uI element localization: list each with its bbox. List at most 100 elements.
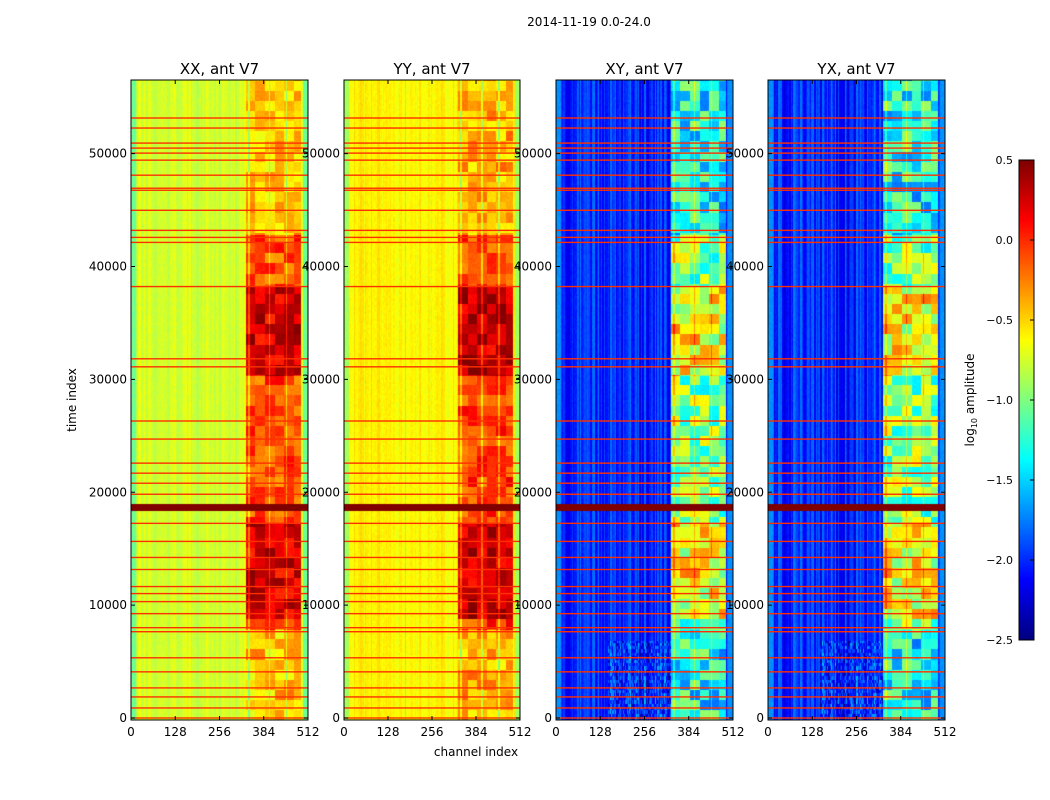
flagged-row-line [131, 420, 308, 422]
flagged-row-line [556, 187, 733, 189]
flagged-row-line [344, 493, 520, 495]
flagged-row-line [768, 462, 945, 464]
y-tick-label: 10000 [514, 598, 552, 612]
flagged-row-line [344, 420, 520, 422]
colorbar-tick-label: −1.0 [986, 394, 1013, 407]
flagged-row-line [131, 438, 308, 440]
flagged-row-line [768, 420, 945, 422]
y-tick-label: 50000 [726, 147, 764, 161]
flagged-row-line [131, 152, 308, 154]
flagged-row-line [556, 540, 733, 543]
flagged-row-line [131, 472, 308, 474]
y-tick-label: 50000 [514, 147, 552, 161]
flagged-row-line [768, 657, 945, 659]
flagged-row-line [556, 420, 733, 422]
colorbar [1019, 160, 1034, 640]
y-tick-label: 50000 [302, 147, 340, 161]
flagged-row-line [768, 556, 945, 559]
y-tick-label: 40000 [726, 260, 764, 274]
flagged-row-line [344, 626, 520, 629]
flagged-row-line [344, 631, 520, 633]
flagged-row-line [768, 585, 945, 588]
panel-title: XY, ant V7 [605, 60, 683, 78]
flagged-row-line [131, 358, 308, 360]
flagged-row-line [768, 540, 945, 543]
flagged-row-line [556, 174, 733, 176]
flagged-row-line [768, 174, 945, 176]
flagged-row-line [556, 209, 733, 212]
flagged-row-line [131, 127, 308, 129]
flagged-row-line [131, 540, 308, 543]
flagged-row-line [556, 707, 733, 709]
x-tick-label: 512 [934, 725, 957, 739]
flagged-row-line [344, 152, 520, 154]
y-tick-label: 20000 [514, 485, 552, 499]
x-tick-label: 0 [764, 725, 772, 739]
flagged-row-line [344, 585, 520, 588]
flagged-row-line [344, 472, 520, 474]
flagged-row-line [556, 696, 733, 698]
flagged-row-line [556, 229, 733, 232]
flagged-row-line [556, 472, 733, 474]
flagged-row-line [556, 236, 733, 239]
x-tick-label: 512 [509, 725, 532, 739]
flagged-row-line [556, 358, 733, 360]
colorbar-label-rest: amplitude [963, 354, 977, 418]
flagged-row-line [131, 187, 308, 189]
flagged-row-line [131, 236, 308, 239]
flagged-row-line [768, 187, 945, 189]
flagged-row-line [768, 285, 945, 288]
flagged-row-line [131, 585, 308, 588]
flagged-row-line [556, 626, 733, 629]
flagged-row-line [556, 600, 733, 603]
x-tick-label: 384 [889, 725, 912, 739]
flagged-row-line [556, 631, 733, 633]
flagged-row-line [131, 147, 308, 149]
flagged-row-line [556, 687, 733, 689]
flagged-row-line [556, 585, 733, 588]
flagged-row-line [344, 174, 520, 176]
x-tick-label: 256 [845, 725, 868, 739]
y-tick-label: 40000 [89, 260, 127, 274]
y-tick-label: 20000 [726, 485, 764, 499]
flagged-row-line [768, 358, 945, 360]
flagged-row-line [344, 522, 520, 525]
flagged-row-line [556, 462, 733, 464]
flagged-row-line [131, 462, 308, 464]
flagged-row-line [131, 556, 308, 559]
flagged-row-line [131, 687, 308, 689]
flagged-row-line [556, 241, 733, 244]
colorbar-tick-label: 0.0 [996, 234, 1014, 247]
flagged-row-line [344, 612, 520, 615]
flagged-row-line [344, 127, 520, 129]
flagged-row-line [556, 159, 733, 161]
y-tick-label: 10000 [89, 598, 127, 612]
flagged-row-line [131, 568, 308, 571]
flagged-row-line [556, 671, 733, 673]
y-axis-label: time index [65, 368, 79, 432]
flagged-row-line [344, 482, 520, 484]
flagged-row-line [556, 127, 733, 129]
flagged-row-line [344, 236, 520, 239]
flagged-row-line [131, 229, 308, 232]
flagged-row-line [131, 493, 308, 495]
flagged-row-line [131, 241, 308, 244]
x-tick-label: 128 [589, 725, 612, 739]
flagged-row-line [344, 209, 520, 212]
x-tick-label: 512 [722, 725, 745, 739]
flagged-row-line [344, 696, 520, 698]
colorbar-tick-label: −2.0 [986, 554, 1013, 567]
flagged-row-line [768, 493, 945, 495]
y-tick-label: 30000 [726, 372, 764, 386]
x-tick-label: 256 [633, 725, 656, 739]
flagged-row-line [556, 189, 733, 191]
flagged-row-line [768, 696, 945, 698]
y-tick-label: 0 [332, 711, 340, 725]
flagged-row-line [344, 147, 520, 149]
flagged-row-line [556, 493, 733, 495]
y-tick-label: 0 [119, 711, 127, 725]
flagged-row-line [131, 174, 308, 176]
flagged-row-line [344, 592, 520, 595]
colorbar-label-sub: 10 [970, 418, 979, 428]
